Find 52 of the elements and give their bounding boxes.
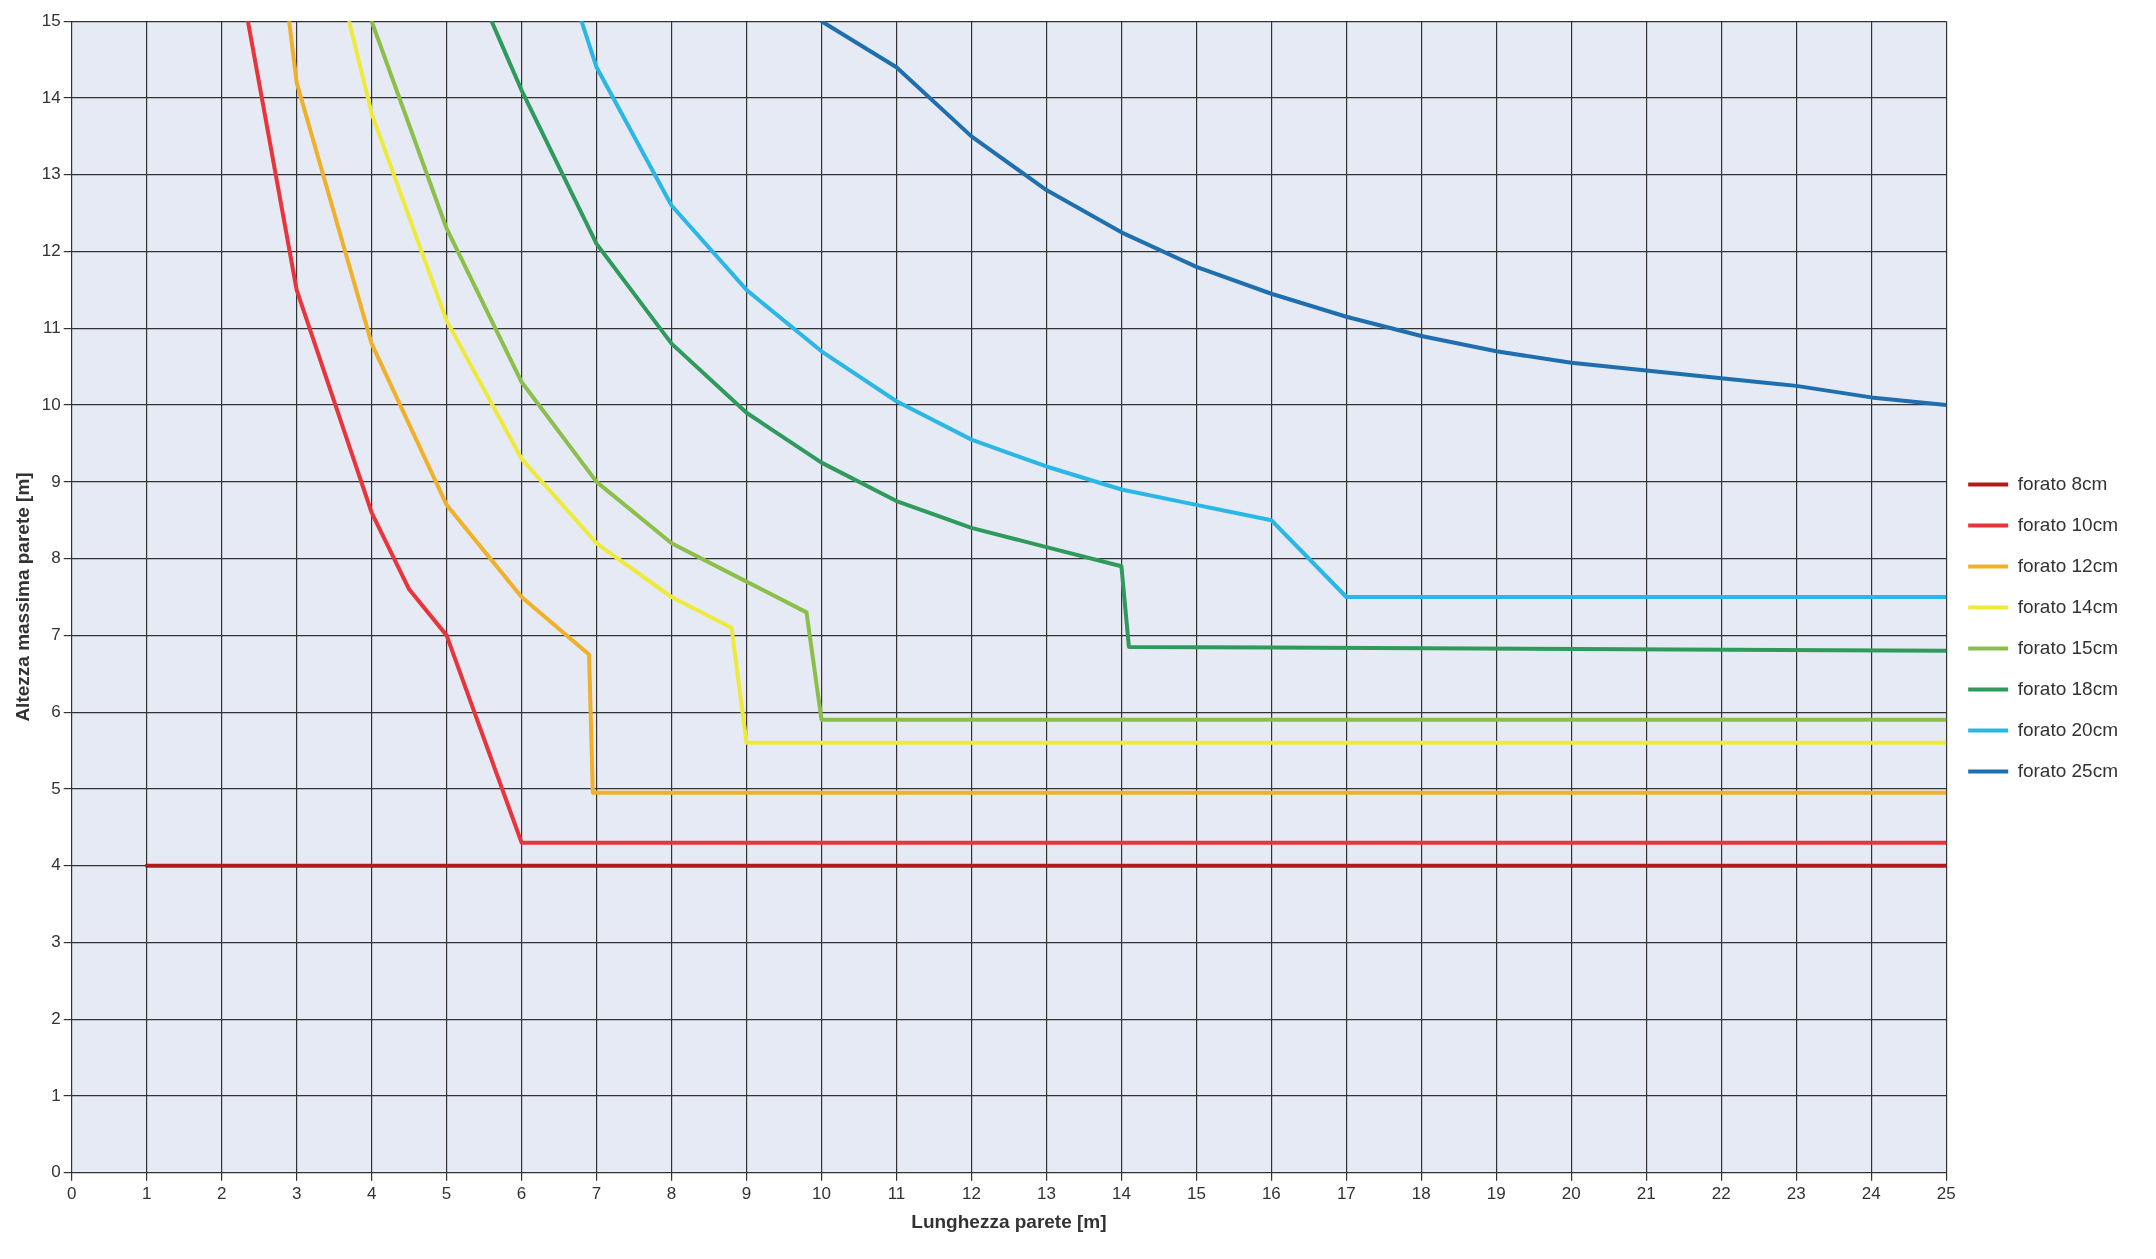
x-tick-label: 12 (961, 1183, 981, 1203)
x-tick-label: 23 (1786, 1183, 1806, 1203)
y-tick-label: 7 (51, 625, 61, 645)
x-tick-label: 7 (591, 1183, 602, 1203)
y-tick-label: 10 (41, 394, 61, 414)
x-tick-label: 13 (1036, 1183, 1056, 1203)
x-tick-label: 10 (812, 1183, 831, 1203)
x-tick-label: 20 (1561, 1183, 1581, 1203)
x-tick-label: 17 (1336, 1183, 1356, 1203)
x-tick-label: 8 (666, 1183, 677, 1203)
y-tick-label: 3 (51, 932, 61, 952)
legend-label: forato 20cm (2017, 718, 2118, 740)
x-tick-label: 2 (216, 1183, 227, 1203)
x-tick-label: 24 (1861, 1183, 1881, 1203)
y-tick-label: 4 (51, 855, 61, 875)
y-tick-label: 0 (51, 1162, 61, 1182)
x-tick-label: 3 (291, 1183, 302, 1203)
legend-label: forato 14cm (2017, 595, 2118, 617)
legend-label: forato 8cm (2017, 472, 2108, 494)
x-tick-label: 9 (741, 1183, 752, 1203)
legend-label: forato 12cm (2017, 554, 2118, 576)
y-tick-label: 15 (41, 10, 61, 30)
x-axis-title: Lunghezza parete [m] (911, 1210, 1107, 1232)
x-tick-label: 18 (1411, 1183, 1431, 1203)
legend-label: forato 25cm (2017, 759, 2118, 781)
legend-label: forato 10cm (2017, 513, 2118, 535)
x-tick-label: 6 (516, 1183, 527, 1203)
x-tick-label: 15 (1186, 1183, 1206, 1203)
x-tick-label: 5 (441, 1183, 452, 1203)
x-tick-label: 14 (1111, 1183, 1131, 1203)
x-tick-label: 16 (1261, 1183, 1281, 1203)
y-tick-label: 5 (51, 778, 61, 798)
y-tick-label: 12 (41, 241, 61, 261)
y-tick-label: 6 (51, 701, 61, 721)
legend-label: forato 18cm (2017, 677, 2118, 699)
x-tick-label: 1 (141, 1183, 152, 1203)
y-tick-label: 1 (51, 1085, 61, 1105)
legend-label: forato 15cm (2017, 636, 2118, 658)
y-tick-label: 14 (41, 87, 61, 107)
y-tick-label: 9 (51, 471, 61, 491)
y-tick-label: 2 (51, 1008, 61, 1028)
y-tick-label: 13 (41, 164, 61, 184)
y-axis-title: Altezza massima parete [m] (11, 472, 33, 722)
y-tick-label: 8 (51, 548, 61, 568)
x-tick-label: 11 (887, 1183, 906, 1203)
x-tick-label: 19 (1486, 1183, 1506, 1203)
x-tick-label: 4 (366, 1183, 377, 1203)
x-tick-label: 0 (66, 1183, 77, 1203)
x-tick-label: 22 (1711, 1183, 1731, 1203)
y-tick-label: 11 (43, 317, 61, 337)
x-tick-label: 21 (1636, 1183, 1656, 1203)
x-tick-label: 25 (1936, 1183, 1956, 1203)
